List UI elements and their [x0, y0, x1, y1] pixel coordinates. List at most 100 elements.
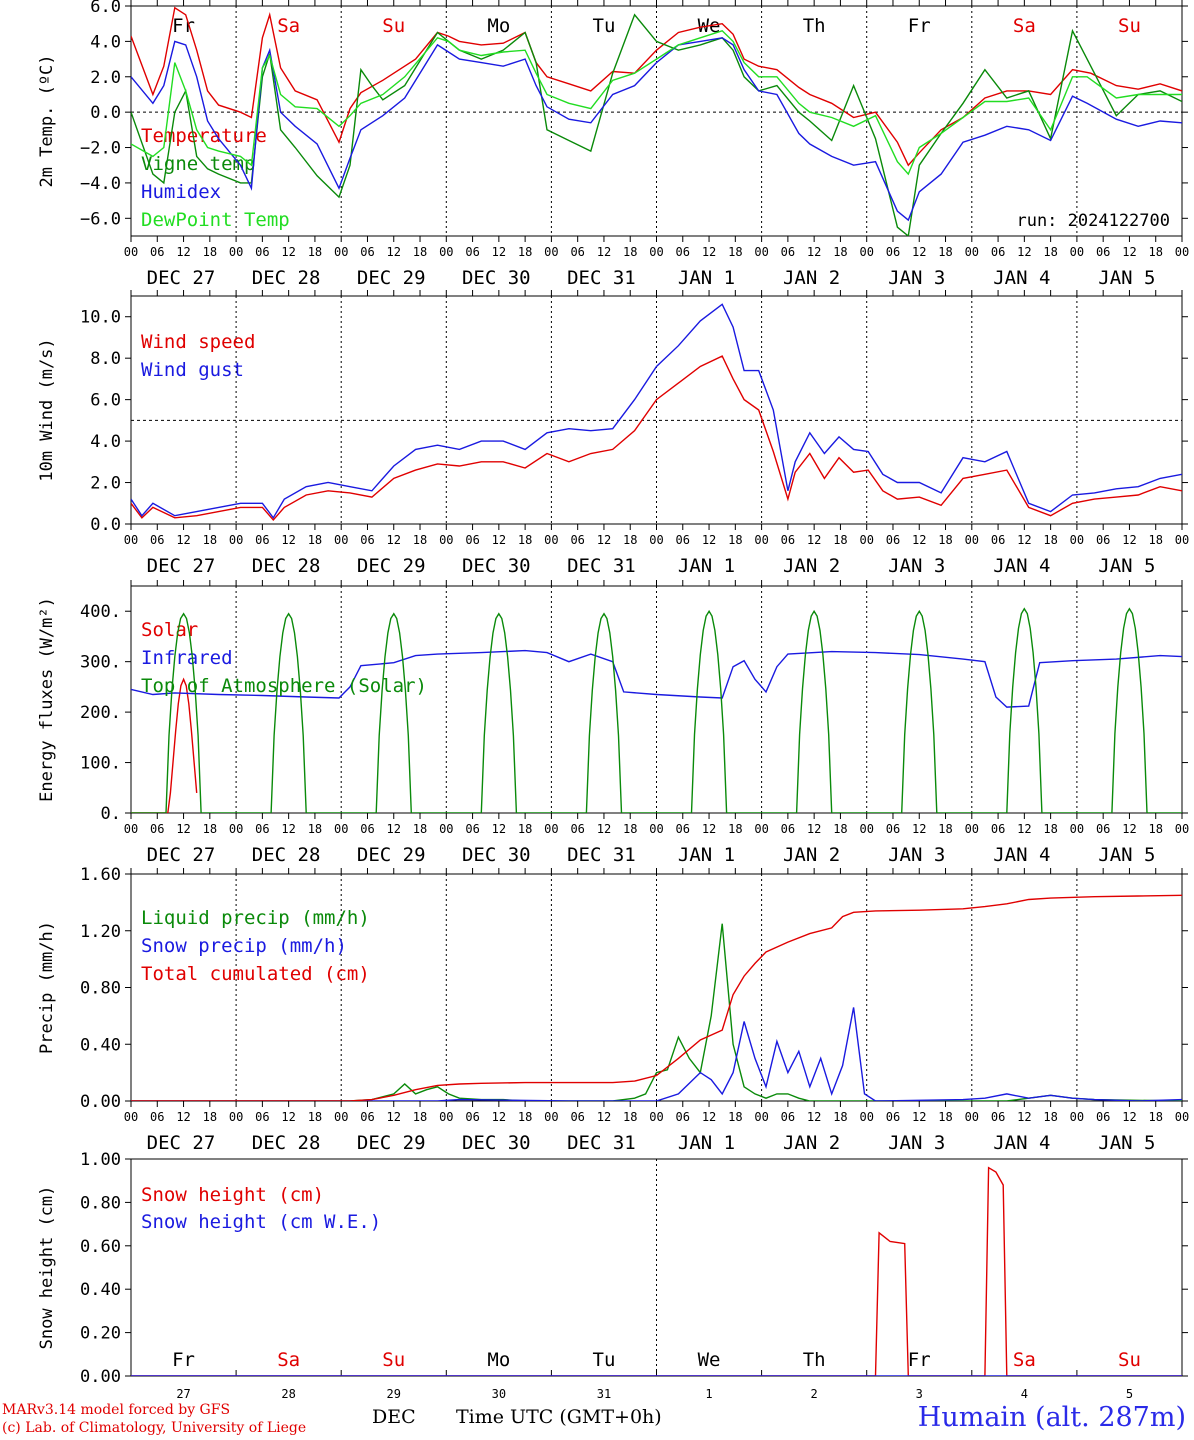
- date-label: JAN 1: [678, 1132, 735, 1154]
- hour-label: 00: [124, 1110, 138, 1124]
- hour-label: 06: [886, 1110, 900, 1124]
- date-label: DEC 27: [147, 555, 216, 577]
- hour-label: 06: [360, 533, 374, 547]
- y-tick-label: 0.20: [80, 1324, 121, 1344]
- hour-label: 00: [859, 822, 873, 836]
- weekday-label: We: [698, 1349, 721, 1371]
- y-tick-label: −6.0: [80, 209, 121, 229]
- date-label: DEC 29: [357, 844, 426, 866]
- hour-label: 18: [728, 1110, 742, 1124]
- hour-label: 06: [570, 1110, 584, 1124]
- legend-entry: Vigne temp: [141, 153, 255, 175]
- hour-label: 18: [308, 1110, 322, 1124]
- date-label: JAN 4: [993, 555, 1050, 577]
- y-axis-label: 2m Temp. (ºC): [37, 54, 57, 187]
- series-line: [131, 649, 1182, 708]
- weekday-label: Su: [382, 15, 405, 37]
- date-label: DEC 31: [567, 555, 636, 577]
- hour-label: 12: [176, 533, 190, 547]
- hour-label: 18: [518, 245, 532, 259]
- hour-label: 00: [1070, 822, 1084, 836]
- hour-label: 18: [308, 533, 322, 547]
- hour-label: 06: [465, 245, 479, 259]
- y-tick-label: 0.: [101, 804, 121, 824]
- hour-label: 06: [360, 822, 374, 836]
- hour-label: 18: [413, 533, 427, 547]
- hour-label: 00: [1175, 245, 1189, 259]
- hour-label: 18: [413, 822, 427, 836]
- hour-label: 12: [912, 1110, 926, 1124]
- hour-label: 00: [544, 245, 558, 259]
- hour-label: 18: [1043, 245, 1057, 259]
- hour-label: 06: [150, 245, 164, 259]
- legend-entry: Wind speed: [141, 331, 255, 353]
- hour-label: 06: [1096, 822, 1110, 836]
- legend-entry: Solar: [141, 619, 198, 641]
- x-month-label: DEC: [372, 1406, 416, 1428]
- series-line: [131, 894, 1182, 1101]
- hour-label: 06: [360, 1110, 374, 1124]
- hour-label: 12: [912, 533, 926, 547]
- hour-label: 18: [1148, 1110, 1162, 1124]
- hour-label: 00: [229, 1110, 243, 1124]
- weekday-label: Su: [1118, 15, 1141, 37]
- hour-label: 18: [203, 1110, 217, 1124]
- date-label: JAN 1: [678, 844, 735, 866]
- hour-label: 00: [334, 1110, 348, 1124]
- hour-label: 00: [439, 533, 453, 547]
- y-tick-label: 10.0: [80, 308, 121, 328]
- hour-label: 06: [570, 822, 584, 836]
- hour-label: 18: [1043, 533, 1057, 547]
- hour-label: 18: [833, 822, 847, 836]
- weekday-label: Sa: [1013, 15, 1036, 37]
- y-tick-label: 100.: [80, 754, 121, 774]
- legend-entry: Total cumulated (cm): [141, 963, 370, 985]
- hour-label: 18: [728, 822, 742, 836]
- series-line: [131, 13, 1182, 236]
- weekday-label: Sa: [277, 15, 300, 37]
- lab-credit: (c) Lab. of Climatology, University of L…: [2, 1420, 307, 1436]
- date-label: JAN 5: [1098, 555, 1155, 577]
- hour-label: 00: [124, 822, 138, 836]
- date-label: JAN 4: [993, 1132, 1050, 1154]
- hour-label: 18: [938, 822, 952, 836]
- date-label: DEC 29: [357, 555, 426, 577]
- date-label: JAN 3: [888, 555, 945, 577]
- hour-label: 06: [886, 245, 900, 259]
- hour-label: 12: [176, 822, 190, 836]
- date-label: JAN 3: [888, 844, 945, 866]
- y-tick-label: 1.00: [80, 1150, 121, 1170]
- date-label: JAN 5: [1098, 267, 1155, 289]
- y-tick-label: −2.0: [80, 139, 121, 159]
- weekday-label: Fr: [908, 1349, 931, 1371]
- y-tick-label: 4.0: [90, 32, 121, 52]
- hour-label: 12: [176, 1110, 190, 1124]
- date-label: DEC 31: [567, 844, 636, 866]
- hour-label: 06: [150, 1110, 164, 1124]
- hour-label: 12: [281, 245, 295, 259]
- legend-entry: Top of Atmosphere (Solar): [141, 675, 427, 697]
- hour-label: 00: [334, 245, 348, 259]
- legend-entry: DewPoint Temp: [141, 209, 290, 231]
- hour-label: 06: [255, 822, 269, 836]
- hour-label: 06: [465, 1110, 479, 1124]
- hour-label: 00: [754, 245, 768, 259]
- series-line: [131, 677, 198, 813]
- hour-label: 12: [597, 245, 611, 259]
- y-axis-label: Precip (mm/h): [37, 921, 57, 1054]
- hour-label: 06: [676, 1110, 690, 1124]
- hour-label: 00: [1070, 245, 1084, 259]
- hour-label: 00: [229, 245, 243, 259]
- hour-label: 00: [544, 822, 558, 836]
- hour-label: 12: [702, 1110, 716, 1124]
- hour-label: 18: [833, 533, 847, 547]
- hour-label: 06: [991, 533, 1005, 547]
- hour-label: 00: [649, 533, 663, 547]
- date-label: JAN 1: [678, 267, 735, 289]
- hour-label: 12: [702, 822, 716, 836]
- y-tick-label: 1.20: [80, 922, 121, 942]
- y-tick-label: 0.80: [80, 1193, 121, 1213]
- hour-label: 12: [281, 1110, 295, 1124]
- y-tick-label: 0.00: [80, 1092, 121, 1112]
